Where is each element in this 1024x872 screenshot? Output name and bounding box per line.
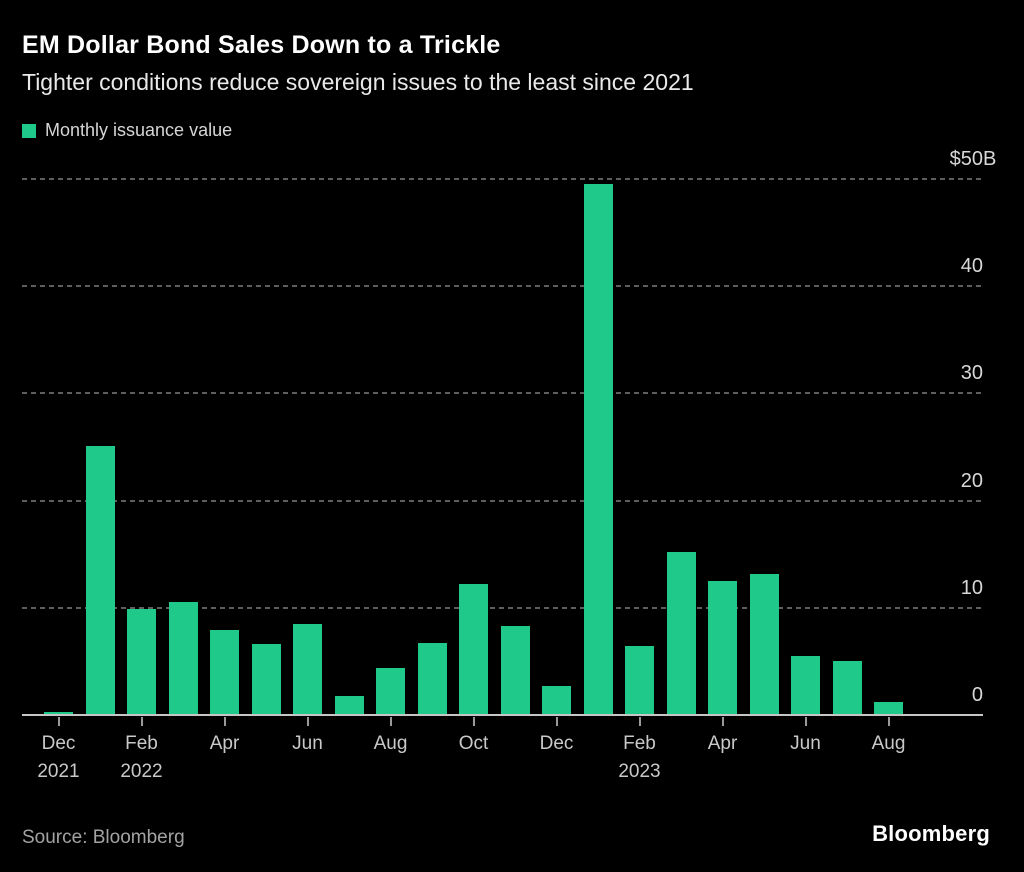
- x-tick-jun: [804, 717, 807, 726]
- bar-jul-2022: [334, 695, 364, 715]
- chart-subtitle: Tighter conditions reduce sovereign issu…: [22, 69, 694, 95]
- legend-swatch-icon: [22, 123, 36, 138]
- bar-oct-2022: [459, 584, 488, 715]
- y-axis-label-10: 10: [960, 576, 983, 599]
- bar-jun-2023: [791, 656, 820, 715]
- x-axis-month-label: Feb: [623, 733, 656, 754]
- x-axis-month-label: Jun: [292, 733, 323, 754]
- bar-may-2022: [251, 644, 281, 715]
- x-axis-month-label: Apr: [707, 733, 738, 754]
- x-axis-month-label: Aug: [373, 733, 408, 754]
- x-axis-month-label: Dec: [539, 733, 574, 754]
- gridline-40: [22, 285, 983, 288]
- y-axis-label-30: 30: [960, 362, 983, 385]
- chart-title: EM Dollar Bond Sales Down to a Trickle: [22, 31, 501, 59]
- bar-apr-2023: [708, 581, 737, 715]
- bar-nov-2022: [500, 626, 530, 715]
- source-note: Source: Bloomberg: [22, 827, 185, 848]
- gridline-10: [22, 606, 983, 609]
- bar-dec-2021: [44, 711, 73, 715]
- legend: Monthly issuance value: [22, 120, 232, 141]
- gridline-50: [22, 178, 983, 180]
- y-axis-label-40: 40: [960, 255, 983, 278]
- x-axis-month-label: Dec: [41, 733, 76, 754]
- x-tick-apr: [223, 717, 226, 726]
- bar-jul-2023: [832, 661, 862, 715]
- x-axis-year-label: 2021: [37, 761, 80, 782]
- x-axis-year-label: 2023: [618, 761, 661, 782]
- gridline-30: [22, 392, 983, 395]
- legend-label: Monthly issuance value: [45, 120, 233, 140]
- x-tick-oct: [472, 717, 475, 726]
- bar-feb-2023: [625, 646, 654, 715]
- bar-aug-2022: [376, 667, 405, 715]
- y-axis-unit-suffix: B: [983, 148, 997, 170]
- bloomberg-logo: Bloomberg: [872, 821, 990, 846]
- x-tick-dec: [555, 717, 558, 726]
- y-axis-label-50: $50 B: [949, 148, 997, 170]
- bar-may-2023: [749, 573, 779, 715]
- x-tick-dec-2021: [57, 717, 60, 726]
- bar-dec-2022: [542, 686, 571, 715]
- x-axis-month-label: Apr: [209, 733, 240, 754]
- gridline-20: [22, 499, 983, 502]
- bar-mar-2022: [168, 602, 198, 715]
- bar-jun-2022: [293, 623, 322, 715]
- x-tick-aug: [389, 717, 392, 726]
- x-tick-feb-2023: [638, 717, 641, 726]
- x-axis-month-label: Oct: [458, 733, 489, 754]
- x-axis-baseline: [22, 714, 983, 716]
- x-axis-month-label: Feb: [125, 733, 158, 754]
- y-axis-label-20: 20: [960, 469, 983, 492]
- x-tick-apr: [721, 717, 724, 726]
- x-tick-jun: [306, 717, 309, 726]
- bar-sep-2022: [417, 643, 447, 715]
- x-tick-aug: [887, 717, 890, 726]
- bar-jan-2023: [583, 184, 613, 715]
- x-axis-month-label: Jun: [790, 733, 821, 754]
- y-axis-label-0: 0: [971, 684, 983, 706]
- x-tick-feb-2022: [140, 717, 143, 726]
- bar-jan-2022: [85, 445, 115, 715]
- bar-mar-2023: [666, 552, 696, 715]
- bar-aug-2023: [874, 702, 903, 715]
- bar-feb-2022: [127, 608, 156, 715]
- x-axis-year-label: 2022: [120, 761, 163, 782]
- bar-apr-2022: [210, 630, 239, 715]
- x-axis-month-label: Aug: [871, 733, 906, 754]
